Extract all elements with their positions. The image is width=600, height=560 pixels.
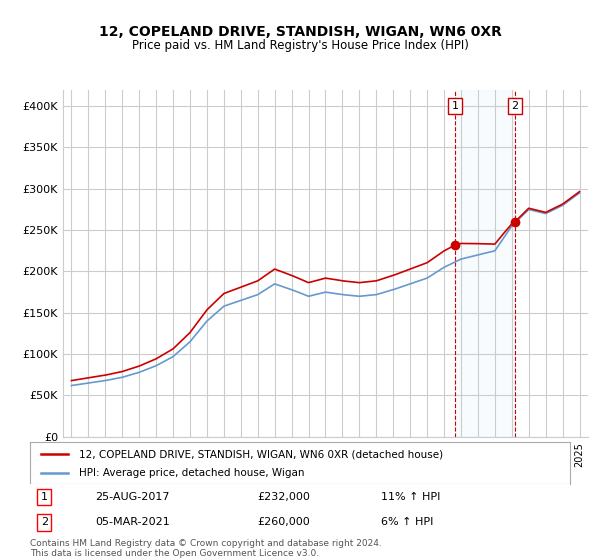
Text: Price paid vs. HM Land Registry's House Price Index (HPI): Price paid vs. HM Land Registry's House … (131, 39, 469, 52)
Text: 1: 1 (452, 101, 458, 111)
Text: Contains HM Land Registry data © Crown copyright and database right 2024.
This d: Contains HM Land Registry data © Crown c… (30, 539, 382, 558)
Text: 1: 1 (41, 492, 48, 502)
Text: 11% ↑ HPI: 11% ↑ HPI (381, 492, 440, 502)
Text: 2: 2 (511, 101, 518, 111)
Text: 2: 2 (41, 517, 48, 527)
Text: 6% ↑ HPI: 6% ↑ HPI (381, 517, 433, 527)
Text: HPI: Average price, detached house, Wigan: HPI: Average price, detached house, Wiga… (79, 468, 304, 478)
Bar (455, 90, 515, 437)
Text: 05-MAR-2021: 05-MAR-2021 (95, 517, 170, 527)
Text: £232,000: £232,000 (257, 492, 310, 502)
Text: 12, COPELAND DRIVE, STANDISH, WIGAN, WN6 0XR: 12, COPELAND DRIVE, STANDISH, WIGAN, WN6… (98, 25, 502, 39)
Text: £260,000: £260,000 (257, 517, 310, 527)
Text: 25-AUG-2017: 25-AUG-2017 (95, 492, 169, 502)
Text: 12, COPELAND DRIVE, STANDISH, WIGAN, WN6 0XR (detached house): 12, COPELAND DRIVE, STANDISH, WIGAN, WN6… (79, 449, 443, 459)
